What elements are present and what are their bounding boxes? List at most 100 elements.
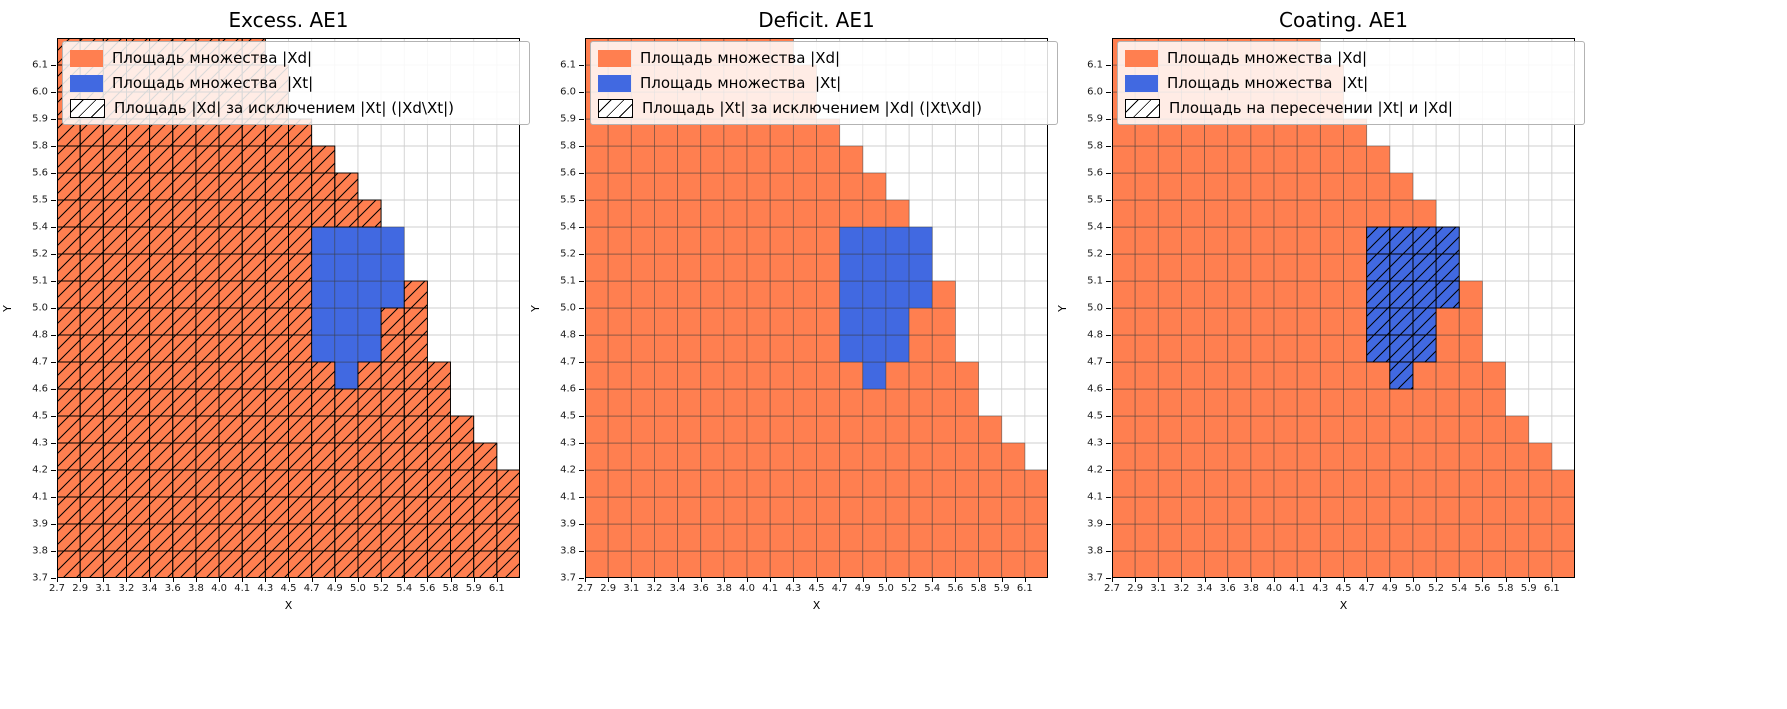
xd-grid-cell <box>954 415 979 444</box>
xd-grid-cell <box>816 253 841 282</box>
xd-grid-cell <box>816 334 841 363</box>
xd-grid-cell <box>908 334 933 363</box>
y-tick-label: 4.1 <box>1087 491 1103 503</box>
xd-grid-cell <box>954 550 979 578</box>
hatch-cell <box>357 199 382 228</box>
xd-grid-cell <box>816 442 841 471</box>
x-tick-label: 3.4 <box>141 583 158 594</box>
xd-grid-cell <box>1481 550 1506 578</box>
xd-grid-cell <box>700 307 725 336</box>
xd-grid-cell <box>1296 145 1321 174</box>
hatch-cell <box>195 523 220 552</box>
xd-grid-cell <box>1250 496 1275 525</box>
xd-grid-cell <box>630 415 655 444</box>
hatch-cell <box>1389 307 1414 336</box>
x-tick-label: 6.1 <box>488 583 505 594</box>
xd-grid-cell <box>1112 172 1136 201</box>
xd-grid-cell <box>700 388 725 417</box>
hatch-cell <box>241 145 266 174</box>
x-tick-label: 5.0 <box>1404 583 1421 594</box>
xd-grid-cell <box>839 415 864 444</box>
hatch-cell <box>1366 226 1391 255</box>
hatch-cell <box>149 226 174 255</box>
y-tick-label: 5.0 <box>560 302 576 314</box>
x-tick-label: 4.1 <box>1289 583 1306 594</box>
xd-grid-cell <box>1204 388 1229 417</box>
xd-grid-cell <box>908 442 933 471</box>
y-tick-mark <box>1106 254 1111 255</box>
xd-grid-cell <box>1227 145 1252 174</box>
xd-grid-cell <box>1112 415 1136 444</box>
xd-grid-cell <box>1319 388 1344 417</box>
y-tick-mark <box>51 443 56 444</box>
xd-grid-cell <box>746 361 771 390</box>
hatch-cell <box>288 172 313 201</box>
xd-grid-cell <box>1112 496 1136 525</box>
hatch-cell <box>149 469 174 498</box>
xd-grid-cell <box>654 361 678 390</box>
hatch-cell <box>195 550 220 578</box>
hatch-cell <box>334 172 359 201</box>
hatch-cell <box>496 523 520 552</box>
x-tick-label: 5.6 <box>1474 583 1491 594</box>
xd-grid-cell <box>677 307 702 336</box>
y-tick-mark <box>579 524 584 525</box>
xd-grid-cell <box>1204 145 1229 174</box>
xd-grid-cell <box>1227 307 1252 336</box>
xd-grid-cell <box>585 388 609 417</box>
y-tick-mark <box>51 173 56 174</box>
xd-grid-cell <box>769 199 794 228</box>
y-tick-label: 5.6 <box>560 167 576 179</box>
x-tick-mark <box>1436 578 1438 582</box>
y-tick-label: 5.1 <box>32 275 48 287</box>
hatch-cell <box>311 496 336 525</box>
hatch-cell <box>288 496 313 525</box>
xt-grid-cell <box>862 307 887 336</box>
hatch-cell <box>311 550 336 578</box>
y-tick-label: 4.2 <box>32 464 48 476</box>
hatch-cell <box>264 199 289 228</box>
xd-grid-cell <box>839 550 864 578</box>
hatch-cell <box>79 280 104 309</box>
hatch-cell <box>380 307 405 336</box>
hatch-cell <box>218 334 243 363</box>
x-tick-mark <box>334 578 336 582</box>
xd-grid-cell <box>792 523 817 552</box>
xd-grid-cell <box>862 496 887 525</box>
y-tick-label: 5.6 <box>1087 167 1103 179</box>
x-tick-label: 4.7 <box>303 583 320 594</box>
xd-grid-cell <box>1366 469 1391 498</box>
xd-grid-cell <box>677 334 702 363</box>
xd-grid-cell <box>1181 172 1205 201</box>
xd-grid-cell <box>769 469 794 498</box>
xd-grid-cell <box>1296 550 1321 578</box>
xd-grid-cell <box>1227 280 1252 309</box>
hatch-cell <box>288 523 313 552</box>
xd-grid-cell <box>792 496 817 525</box>
xd-grid-cell <box>746 199 771 228</box>
xd-grid-cell <box>931 307 956 336</box>
hatch-cell <box>172 496 197 525</box>
y-tick-label: 4.3 <box>1087 437 1103 449</box>
x-tick-mark <box>1297 578 1299 582</box>
hatch-cell <box>311 388 336 417</box>
xd-grid-cell <box>746 280 771 309</box>
x-tick-label: 3.6 <box>1219 583 1236 594</box>
xd-grid-cell <box>677 442 702 471</box>
y-tick-label: 6.0 <box>560 86 576 98</box>
hatch-cell <box>1366 280 1391 309</box>
legend-label: Площадь множества |Xd| <box>112 49 313 67</box>
y-tick-mark <box>579 173 584 174</box>
xd-grid-cell <box>1250 469 1275 498</box>
xd-grid-cell <box>723 226 748 255</box>
xd-color-swatch <box>1125 49 1158 67</box>
y-tick-mark <box>51 578 56 579</box>
x-tick-label: 3.6 <box>692 583 709 594</box>
x-tick-mark <box>1366 578 1368 582</box>
xd-grid-cell <box>630 334 655 363</box>
xd-grid-cell <box>1343 172 1368 201</box>
hatch-cell <box>102 469 127 498</box>
legend-item-hatch: Площадь |Xd| за исключением |Xt| (|Xd\Xt… <box>70 97 522 119</box>
xd-grid-cell <box>654 469 678 498</box>
xd-grid-cell <box>1112 145 1136 174</box>
